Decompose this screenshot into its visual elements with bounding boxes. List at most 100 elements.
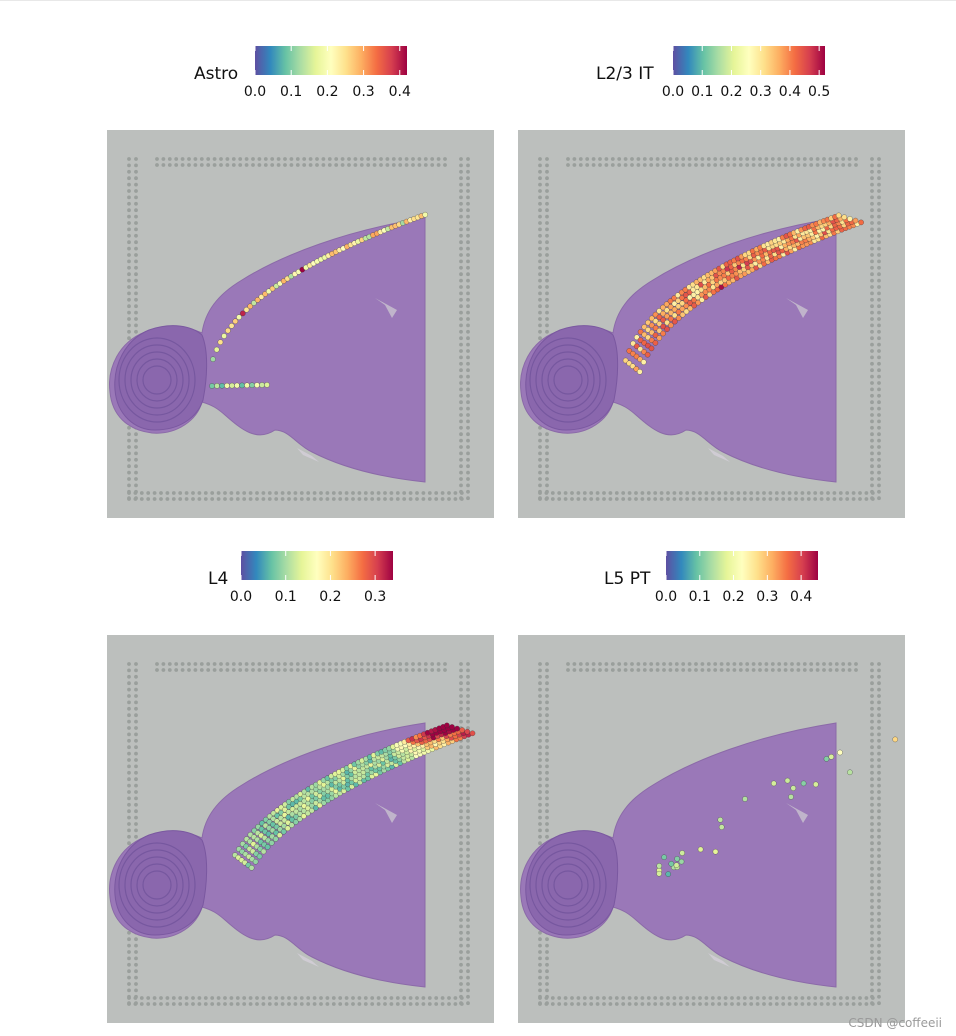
spot <box>652 311 659 318</box>
spot <box>679 300 686 307</box>
spot <box>637 346 644 352</box>
top-border-line <box>0 0 956 1</box>
spot <box>813 781 819 788</box>
spot <box>249 382 255 388</box>
spot <box>656 321 663 327</box>
spot <box>660 330 666 337</box>
spot <box>682 286 689 293</box>
spot <box>641 331 648 338</box>
spot <box>640 359 647 365</box>
spot <box>800 780 807 787</box>
spot <box>251 300 257 306</box>
tick-label: 0.4 <box>388 84 411 100</box>
spot <box>645 327 651 333</box>
colorbar <box>666 551 818 580</box>
spot <box>645 342 651 349</box>
spot <box>272 836 279 842</box>
legend-title: L4 <box>208 569 229 589</box>
tick-label: 0.3 <box>352 84 375 100</box>
spot <box>459 727 465 733</box>
tick-label: 0.1 <box>688 589 711 605</box>
spot <box>209 383 215 389</box>
colorbar-gradient <box>673 46 825 75</box>
spot <box>641 324 648 330</box>
spot <box>652 318 659 324</box>
colorbar-ticks: 0.0 0.1 0.2 0.3 0.4 <box>655 589 818 607</box>
spot <box>656 327 663 334</box>
spot <box>675 297 681 304</box>
spot <box>661 854 667 860</box>
spot <box>823 756 830 762</box>
spot <box>664 319 670 326</box>
spot <box>637 369 643 375</box>
spot <box>691 302 697 309</box>
spatial-plot <box>518 635 905 1023</box>
spot <box>847 769 853 776</box>
spot <box>464 728 471 735</box>
spot <box>264 382 270 388</box>
spot <box>224 382 230 389</box>
spot <box>240 310 246 317</box>
spot <box>678 858 685 865</box>
colorbar-gradient <box>255 46 407 75</box>
tick-label: 0.1 <box>280 84 303 100</box>
spot <box>671 312 678 319</box>
spot <box>742 796 748 802</box>
tick-label: 0.2 <box>722 589 745 605</box>
spot <box>276 832 283 838</box>
colorbar-gradient <box>666 551 818 580</box>
colorbar-gradient <box>241 551 393 580</box>
spot <box>221 333 227 339</box>
spot <box>664 307 670 313</box>
tick-label: 0.0 <box>654 589 678 605</box>
spot <box>660 304 666 311</box>
tick-label: 0.2 <box>720 84 743 100</box>
legend-title: L5 PT <box>604 569 651 589</box>
spot <box>679 306 686 312</box>
spot <box>264 844 271 850</box>
spot <box>234 382 240 389</box>
colorbar-ticks: 0.0 0.1 0.2 0.3 0.4 0.5 <box>662 84 830 102</box>
colorbar-ticks: 0.0 0.1 0.2 0.3 <box>230 589 393 607</box>
spot <box>664 313 670 320</box>
spot <box>672 318 678 325</box>
spot <box>660 317 666 323</box>
spot <box>259 382 265 388</box>
spot <box>674 856 680 862</box>
tick-label: 0.0 <box>243 84 267 100</box>
spot <box>828 754 835 760</box>
spot <box>637 329 644 335</box>
spot <box>668 322 674 329</box>
spot <box>679 295 685 301</box>
spot <box>232 318 239 325</box>
spot <box>210 356 216 362</box>
spot <box>663 301 670 307</box>
tick-label: 0.0 <box>229 589 253 605</box>
spot <box>258 294 265 300</box>
spot <box>852 217 859 224</box>
spot <box>656 863 662 869</box>
spot <box>229 382 235 389</box>
spot <box>637 337 644 343</box>
spot <box>213 346 220 353</box>
spot <box>645 334 651 341</box>
spot <box>243 306 250 313</box>
tick-label: 0.4 <box>789 589 813 605</box>
spot <box>254 297 261 303</box>
spot <box>675 303 682 310</box>
spot <box>660 310 666 317</box>
tick-label: 0.3 <box>756 589 779 605</box>
spot <box>217 339 224 345</box>
tick-label: 0.2 <box>316 84 339 100</box>
spot <box>225 327 231 334</box>
tick-label: 0.3 <box>749 84 772 100</box>
spot <box>652 340 659 346</box>
spot <box>678 289 685 296</box>
colorbar-ticks: 0.0 0.1 0.2 0.3 0.4 <box>244 84 411 102</box>
spot <box>679 311 686 318</box>
spot <box>668 310 674 316</box>
spot <box>244 382 250 389</box>
spot <box>254 382 260 388</box>
spot <box>667 304 674 310</box>
spot <box>841 214 848 220</box>
